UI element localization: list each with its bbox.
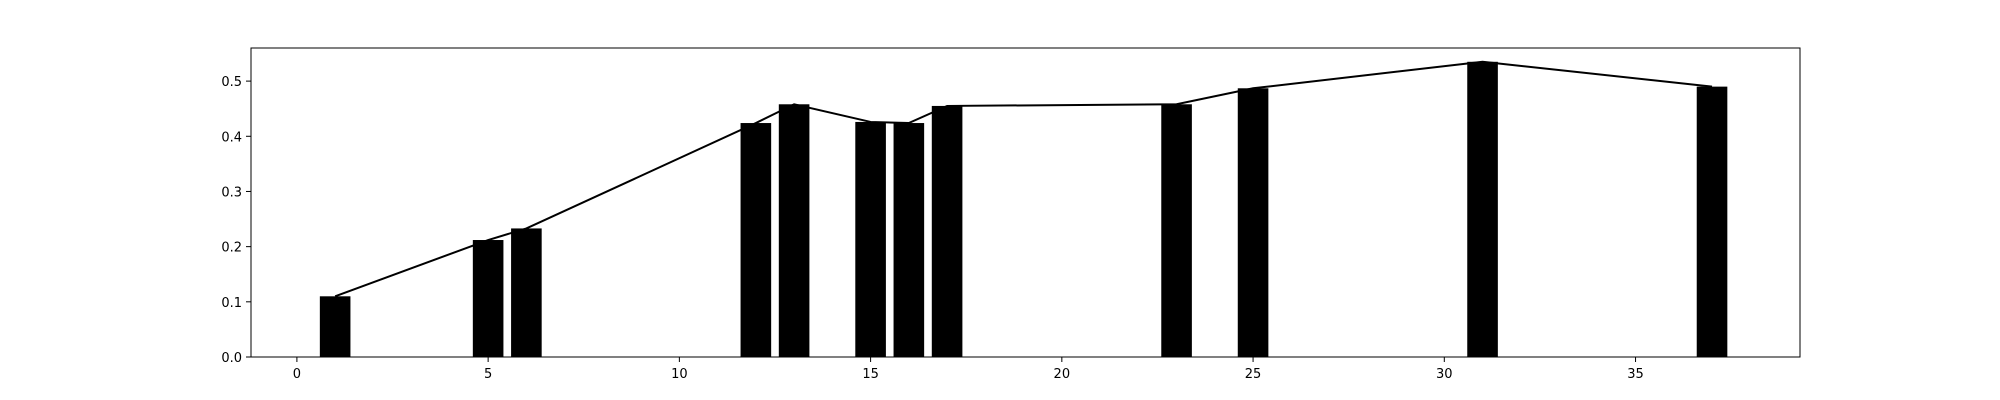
x-tick-label-2: 10 [671,367,688,382]
y-tick-label-1: 0.1 [221,296,242,311]
x-tick-label-5: 25 [1245,367,1262,382]
x-tick-label-0: 0 [293,367,301,382]
y-tick-label-5: 0.5 [221,75,242,90]
bar-2 [511,228,542,357]
bar-1 [472,240,504,357]
bar-7 [931,105,963,357]
bar-10 [1467,61,1498,357]
x-tick-label-4: 20 [1054,367,1071,382]
bars-group [319,61,1728,358]
y-tick-label-0: 0.0 [221,351,242,366]
y-tick-label-4: 0.4 [221,130,242,145]
bar-9 [1237,88,1269,357]
bar-6 [893,123,925,358]
bar-4 [778,104,810,358]
y-tick-label-2: 0.2 [221,241,242,256]
y-axis: 0.0 0.1 0.2 0.3 0.4 0.5 [221,75,251,366]
bar-5 [855,121,886,357]
plot-frame [250,47,1801,358]
bar-3 [740,123,772,358]
x-tick-label-7: 35 [1627,367,1644,382]
bar-0 [319,296,351,357]
x-tick-label-3: 15 [862,367,879,382]
bar-8 [1161,104,1192,358]
x-axis: 0 5 10 15 20 25 30 35 [293,357,1644,382]
x-tick-label-6: 30 [1436,367,1453,382]
bar-11 [1696,86,1728,357]
series-line [334,60,1713,298]
line-group [334,60,1713,298]
y-tick-label-3: 0.3 [221,185,242,200]
x-tick-label-1: 5 [484,367,492,382]
